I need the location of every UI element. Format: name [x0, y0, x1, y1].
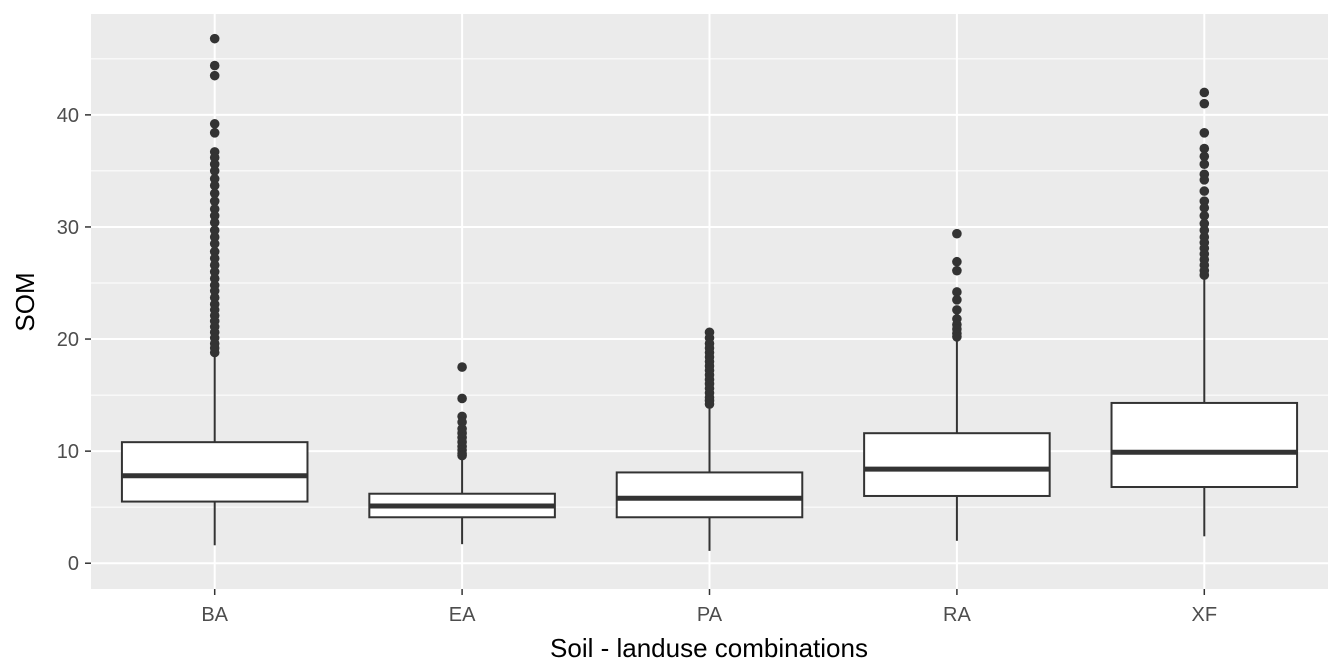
outlier-point — [209, 33, 220, 44]
outlier-point — [457, 362, 467, 372]
outlier-point — [209, 188, 220, 199]
outlier-point — [209, 210, 220, 221]
outlier-point — [1199, 225, 1210, 236]
outlier-point — [1199, 203, 1210, 213]
outlier-point — [1199, 186, 1210, 196]
y-tick-label: 20 — [57, 329, 79, 351]
outlier-point — [457, 393, 467, 404]
x-tick-label: XF — [1192, 604, 1218, 626]
y-axis-title: SOM — [10, 272, 40, 331]
box-pa — [615, 327, 804, 551]
outlier-point — [209, 273, 220, 284]
outlier-point — [457, 450, 467, 461]
outlier-point — [209, 292, 220, 303]
x-tick-label: PA — [697, 604, 723, 626]
outlier-point — [209, 166, 220, 176]
box-ba — [120, 33, 309, 546]
box-xf — [1110, 87, 1299, 537]
outlier-point — [209, 173, 220, 184]
outlier-point — [209, 204, 220, 214]
outlier-point — [209, 128, 220, 138]
outlier-point — [209, 180, 220, 191]
box-body — [863, 432, 1051, 497]
x-tick-label: BA — [201, 604, 228, 626]
outlier-point — [209, 119, 220, 129]
box-body — [120, 441, 309, 503]
box-ra — [863, 228, 1051, 541]
outlier-point — [952, 228, 962, 239]
outlier-point — [209, 217, 220, 228]
y-tick-label: 40 — [57, 105, 79, 127]
outlier-point — [1199, 159, 1210, 169]
outlier-point — [1199, 151, 1210, 162]
box-body — [1110, 401, 1299, 489]
box-ea — [368, 362, 556, 545]
outlier-point — [209, 238, 220, 249]
outlier-point — [209, 266, 220, 277]
outlier-point — [209, 260, 220, 270]
outlier-point — [209, 196, 220, 206]
outlier-point — [209, 246, 220, 257]
outlier-point — [457, 417, 467, 427]
outlier-point — [952, 305, 962, 315]
outlier-point — [209, 152, 220, 163]
boxes — [120, 33, 1299, 551]
x-tick-label: EA — [449, 604, 476, 626]
outlier-point — [952, 256, 962, 267]
y-tick-label: 30 — [57, 217, 79, 239]
x-axis-title: Soil - landuse combinations — [550, 633, 868, 663]
outlier-point — [209, 286, 220, 296]
axis-ticks: 0 10 20 30 40 BA EA PA RA XF — [57, 105, 1217, 626]
outlier-point — [1199, 270, 1210, 280]
outlier-point — [209, 225, 220, 236]
outlier-point — [1199, 128, 1210, 138]
y-tick-label: 0 — [68, 553, 79, 575]
outlier-point — [1199, 143, 1210, 154]
y-tick-label: 10 — [57, 441, 79, 463]
outlier-point — [1199, 210, 1210, 221]
outlier-point — [952, 265, 962, 276]
box-body — [615, 471, 804, 519]
outlier-point — [209, 232, 220, 242]
outlier-point — [1199, 175, 1210, 185]
outlier-point — [1199, 218, 1210, 229]
outlier-point — [209, 253, 220, 264]
outlier-point — [952, 295, 962, 305]
outlier-point — [704, 399, 715, 409]
outlier-point — [1199, 196, 1210, 206]
outlier-point — [952, 287, 962, 297]
x-tick-label: RA — [943, 604, 971, 626]
outlier-point — [209, 347, 220, 358]
outlier-point — [1199, 98, 1210, 109]
outlier-point — [209, 60, 220, 71]
outlier-point — [952, 332, 962, 342]
outlier-point — [1199, 87, 1210, 98]
outlier-point — [209, 70, 220, 81]
outlier-point — [209, 159, 220, 169]
